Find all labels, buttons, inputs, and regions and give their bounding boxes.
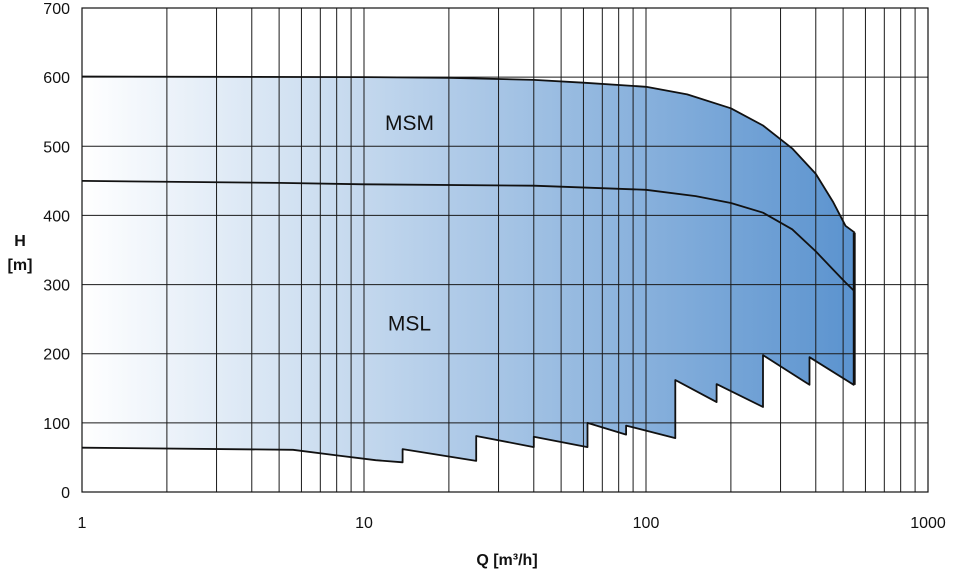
- grid-layer: [81, 7, 929, 493]
- x-tick-label: 10: [355, 515, 373, 532]
- area-label-msm: MSM: [385, 112, 434, 135]
- coverage-area-layer: [82, 76, 855, 463]
- plot-frame: [81, 7, 929, 493]
- x-tick-label: 100: [633, 515, 660, 532]
- y-tick-label: 200: [43, 347, 70, 364]
- coverage-area: [82, 76, 855, 463]
- area-label-msl: MSL: [388, 313, 431, 336]
- y-tick-label: 700: [43, 1, 70, 18]
- series-line-lower: [81, 232, 855, 464]
- y-tick-label: 100: [43, 416, 70, 433]
- series-line-msm: [81, 75, 856, 234]
- x-tick-label: 1: [78, 515, 87, 532]
- tick-label-layer: 0 100 200 300 400 500 600 700 1 10 100 1000: [43, 1, 946, 532]
- y-tick-label: 0: [61, 485, 70, 502]
- area-label-layer: MSM MSL: [385, 112, 434, 336]
- y-axis-title-line2: [m]: [8, 257, 33, 274]
- x-axis-title: Q [m³/h]: [476, 552, 537, 569]
- y-axis-title-line1: H: [14, 233, 26, 250]
- y-tick-label: 400: [43, 208, 70, 225]
- y-tick-label: 500: [43, 139, 70, 156]
- y-tick-label: 300: [43, 278, 70, 295]
- x-tick-label: 1000: [910, 515, 946, 532]
- series-layer: [81, 75, 856, 464]
- y-tick-label: 600: [43, 70, 70, 87]
- series-line-msl: [81, 180, 856, 293]
